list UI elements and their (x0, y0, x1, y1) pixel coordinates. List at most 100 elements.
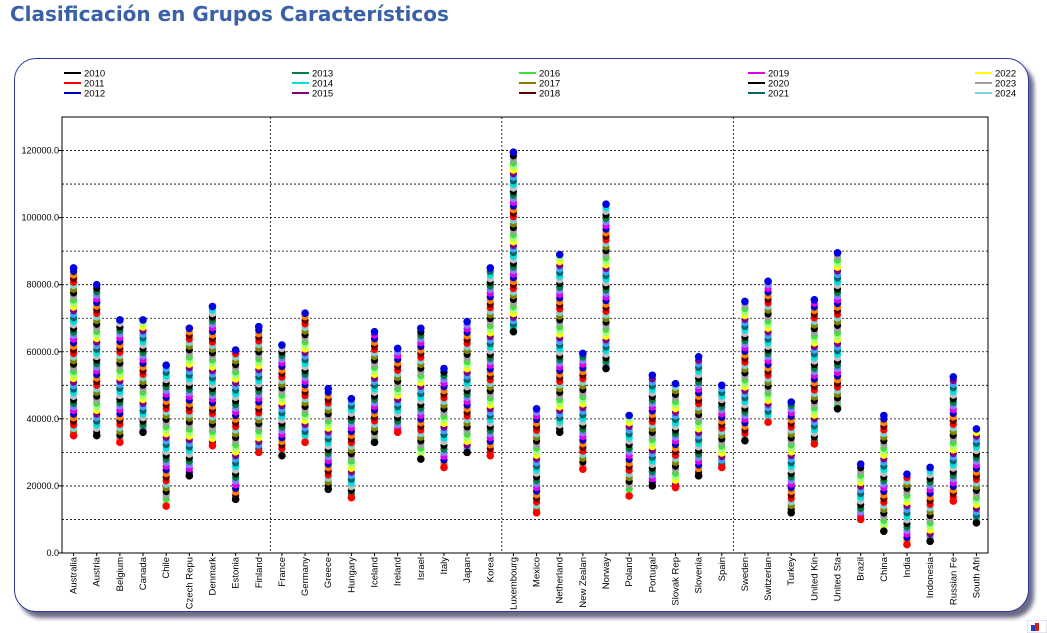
legend-entry: 2013 (292, 69, 333, 80)
data-point (417, 324, 425, 333)
point-column (208, 302, 217, 450)
data-point (370, 327, 379, 336)
data-point (393, 344, 402, 353)
legend-entry: 2018 (519, 89, 560, 100)
point-column (463, 317, 471, 457)
data-point (555, 250, 564, 259)
x-tick-label: Portugal (647, 557, 658, 592)
data-point (254, 322, 263, 331)
data-point (579, 465, 587, 473)
x-tick-label: Brazil (856, 557, 867, 581)
data-point (69, 264, 78, 272)
point-column (694, 353, 703, 480)
data-point (717, 463, 726, 472)
data-point (833, 249, 842, 257)
data-point (764, 418, 772, 427)
legend-entry: 2024 (975, 89, 1016, 100)
data-point (139, 428, 147, 437)
legend-label: 2015 (312, 89, 333, 100)
legend-entry: 2010 (64, 69, 105, 80)
point-column (671, 379, 680, 492)
data-point (463, 317, 471, 326)
y-tick-label: 0.0 (46, 548, 59, 558)
data-point (301, 438, 309, 447)
data-point (903, 540, 911, 549)
data-point (671, 379, 680, 388)
legend-entry: 2023 (975, 79, 1016, 90)
data-point (972, 519, 981, 527)
data-point (185, 324, 194, 333)
data-point (370, 438, 379, 447)
legend-label: 2020 (768, 79, 789, 90)
x-tick-label: France (277, 557, 288, 587)
point-column (787, 398, 796, 517)
legend-entry: 2015 (292, 89, 333, 100)
data-point (856, 460, 865, 468)
data-point (949, 373, 958, 381)
legend-label: 2024 (995, 89, 1016, 100)
x-tick-label: Austria (92, 556, 103, 586)
point-column (347, 394, 356, 502)
point-column (717, 381, 726, 472)
data-point (486, 451, 495, 460)
legend-label: 2017 (539, 79, 560, 90)
data-point (764, 277, 772, 286)
data-point (463, 448, 471, 457)
x-tick-label: Finland (254, 557, 265, 588)
data-point (162, 361, 170, 369)
legend-entry: 2017 (519, 79, 560, 90)
data-point (278, 341, 286, 349)
data-point (648, 371, 657, 380)
x-tick-label: India (902, 556, 913, 577)
x-tick-label: United Kin (809, 557, 820, 601)
data-point (393, 428, 402, 437)
x-tick-label: Korea (485, 556, 496, 582)
data-point (717, 381, 726, 390)
x-tick-label: Russian Fe (948, 557, 959, 605)
data-point (579, 349, 587, 358)
data-point (880, 527, 888, 535)
x-tick-label: Japan (462, 557, 473, 583)
point-column (856, 460, 865, 524)
y-tick-label: 100000.0 (21, 213, 59, 223)
legend-label: 2022 (995, 69, 1016, 80)
x-tick-label: Iceland (370, 557, 381, 588)
point-column (602, 200, 610, 373)
point-column (833, 249, 842, 413)
point-column (370, 327, 379, 447)
point-column (532, 404, 541, 517)
point-column (231, 346, 240, 504)
data-point (741, 297, 749, 306)
point-column (162, 361, 170, 510)
y-tick-label: 40000.0 (26, 414, 59, 424)
legend-entry: 2021 (748, 89, 789, 100)
x-tick-label: Ireland (393, 557, 404, 586)
point-column (555, 250, 564, 437)
x-tick-label: Israel (416, 557, 427, 580)
data-point (625, 411, 633, 420)
data-point (486, 264, 495, 272)
grid (61, 116, 989, 554)
data-point (532, 508, 541, 517)
data-point (231, 346, 240, 354)
data-point (926, 537, 934, 546)
data-point (903, 470, 911, 478)
x-tick-label: Hungary (346, 557, 357, 593)
point-column (648, 371, 657, 490)
data-point (162, 502, 170, 510)
point-column (625, 411, 633, 500)
x-tick-label: Australia (69, 556, 80, 594)
legend-label: 2018 (539, 89, 560, 100)
data-point (555, 428, 564, 437)
x-tick-label: Germany (300, 557, 311, 596)
point-column (116, 316, 124, 447)
data-point (440, 463, 448, 472)
x-tick-label: Mexico (532, 557, 543, 587)
x-tick-label: Poland (624, 557, 635, 587)
data-point (324, 384, 333, 393)
data-point (185, 472, 194, 480)
point-column (278, 341, 286, 460)
data-point (347, 493, 356, 502)
